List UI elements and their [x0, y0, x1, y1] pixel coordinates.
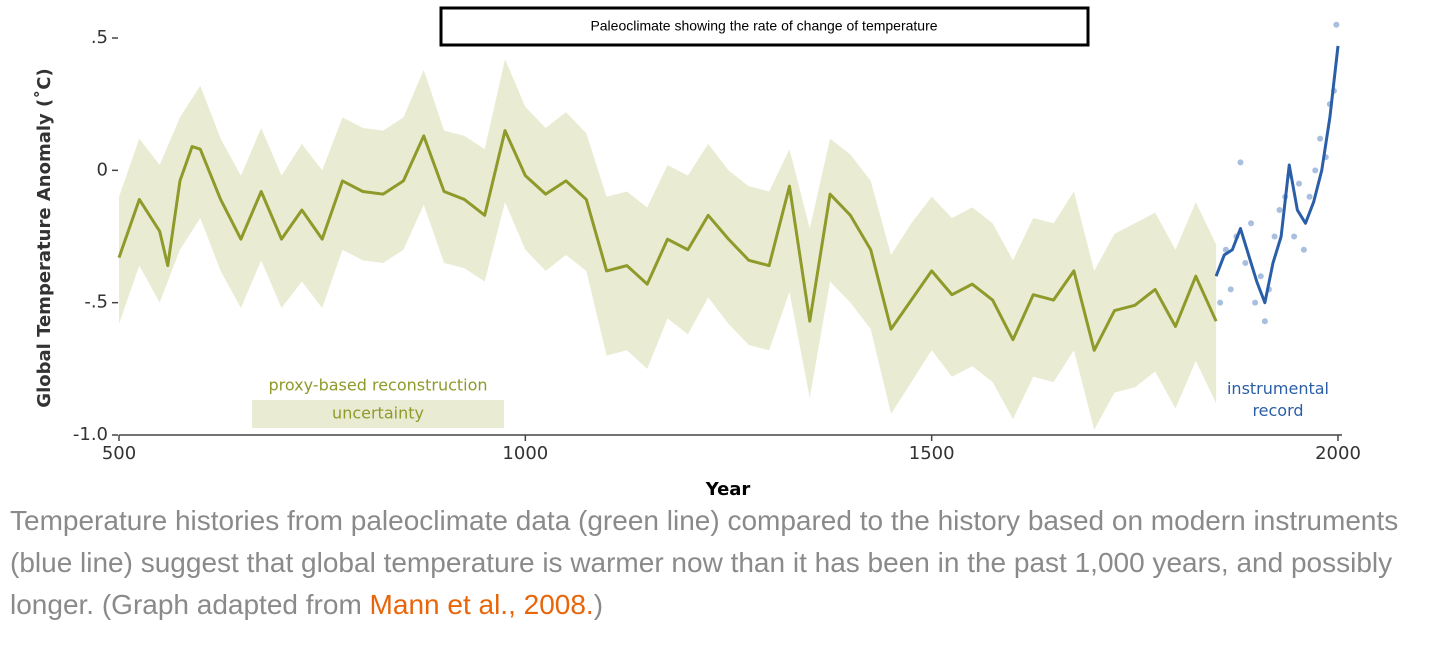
- instrument-point: [1317, 135, 1324, 142]
- instrument-point: [1295, 180, 1302, 187]
- series-line: [1214, 45, 1340, 305]
- x-tick-label: 1000: [502, 443, 548, 464]
- uncertainty-band: [119, 59, 1217, 430]
- instrument-point: [1237, 159, 1244, 166]
- instrument-point: [1217, 299, 1224, 306]
- caption: Temperature histories from paleoclimate …: [10, 500, 1440, 626]
- instrument-point: [1257, 273, 1264, 280]
- instrument-point: [1306, 193, 1313, 200]
- x-tick-label: 2000: [1315, 443, 1361, 464]
- instrument-point: [1227, 286, 1234, 293]
- proxy-label: proxy-based reconstruction: [268, 376, 487, 395]
- instrument-point: [1300, 246, 1307, 253]
- y-tick-label: -1.0: [73, 424, 108, 445]
- instrument-point: [1312, 167, 1319, 174]
- instrument-point: [1252, 299, 1259, 306]
- instrument-point: [1291, 233, 1298, 240]
- instrument-point: [1248, 220, 1255, 227]
- instrument-point: [1276, 207, 1283, 214]
- title-box: [439, 6, 1090, 47]
- x-tick-label: 500: [102, 443, 136, 464]
- y-tick-label: -.5: [84, 292, 108, 313]
- series-line: [117, 129, 1218, 352]
- x-tick-label: 1500: [909, 443, 955, 464]
- instrument-point: [1333, 21, 1340, 28]
- instrument-point: [1242, 259, 1249, 266]
- chart-title: Paleoclimate showing the rate of change …: [590, 18, 937, 34]
- instrumental-label: instrumental record: [1226, 379, 1329, 420]
- uncertainty-swatch: [252, 400, 504, 428]
- x-axis-label: Year: [705, 479, 751, 500]
- uncertainty-label: uncertainty: [332, 404, 424, 423]
- caption-link[interactable]: Mann et al., 2008.: [369, 589, 594, 620]
- y-tick-label: 0: [97, 159, 108, 180]
- caption-text: Temperature histories from paleoclimate …: [10, 505, 1399, 620]
- y-tick-label: .5: [91, 27, 108, 48]
- chart: Paleoclimate showing the rate of change …: [33, 6, 1361, 500]
- instrument-point: [1271, 233, 1278, 240]
- caption-end: ): [593, 589, 604, 620]
- instrument-point: [1261, 318, 1268, 325]
- y-axis-label: Global Temperature Anomaly (˚C): [33, 68, 55, 407]
